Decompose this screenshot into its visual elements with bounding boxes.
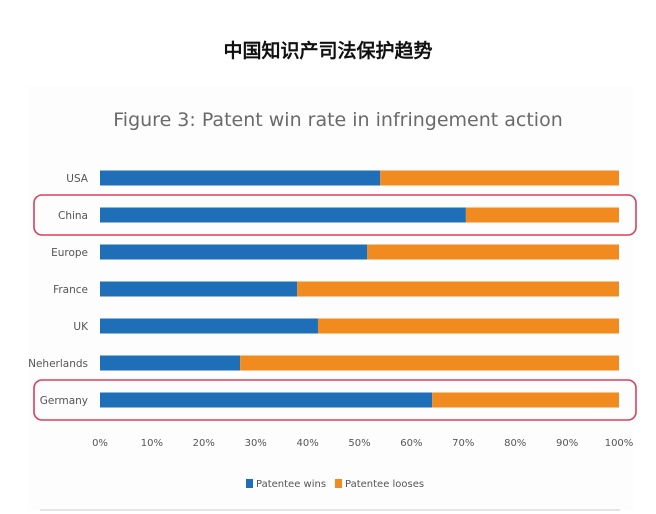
chart-title: Figure 3: Patent win rate in infringemen…: [113, 109, 563, 131]
x-tick-label: 50%: [348, 438, 370, 449]
x-tick-label: 20%: [193, 438, 215, 449]
legend-label-wins: Patentee wins: [256, 479, 326, 490]
bar-looses-china: [465, 207, 619, 223]
x-tick-label: 80%: [504, 438, 526, 449]
bar-looses-germany: [432, 392, 619, 408]
bar-wins-france: [100, 281, 298, 297]
bar-wins-uk: [100, 318, 318, 334]
category-label: Germany: [40, 395, 88, 407]
category-label: Europe: [51, 247, 88, 259]
category-label: France: [53, 284, 88, 296]
bar-looses-neherlands: [240, 355, 619, 371]
category-label: China: [58, 210, 88, 222]
x-tick-label: 70%: [452, 438, 474, 449]
x-tick-label: 90%: [556, 438, 578, 449]
x-tick-label: 10%: [141, 438, 163, 449]
bar-wins-neherlands: [100, 355, 241, 371]
bar-looses-europe: [367, 244, 619, 260]
category-label: UK: [73, 321, 89, 333]
legend-swatch-wins: [246, 479, 253, 488]
page-heading: 中国知识产司法保护趋势: [223, 40, 433, 62]
category-label: Neherlands: [28, 358, 88, 370]
x-tick-label: 100%: [605, 438, 634, 449]
bar-wins-europe: [100, 244, 368, 260]
category-label: USA: [66, 173, 89, 185]
x-tick-label: 60%: [400, 438, 422, 449]
legend-label-looses: Patentee looses: [345, 479, 424, 490]
bar-wins-germany: [100, 392, 433, 408]
bar-looses-usa: [380, 170, 619, 186]
legend-swatch-looses: [335, 479, 342, 488]
x-tick-label: 30%: [245, 438, 267, 449]
x-tick-label: 0%: [92, 438, 108, 449]
bar-wins-usa: [100, 170, 381, 186]
bar-looses-france: [297, 281, 619, 297]
x-tick-label: 40%: [296, 438, 318, 449]
bar-looses-uk: [317, 318, 619, 334]
bar-wins-china: [100, 207, 466, 223]
bottom-divider: [40, 509, 620, 511]
chart-panel: [28, 86, 634, 510]
highlight-box-germany: [33, 379, 637, 421]
highlight-box-china: [33, 194, 637, 236]
